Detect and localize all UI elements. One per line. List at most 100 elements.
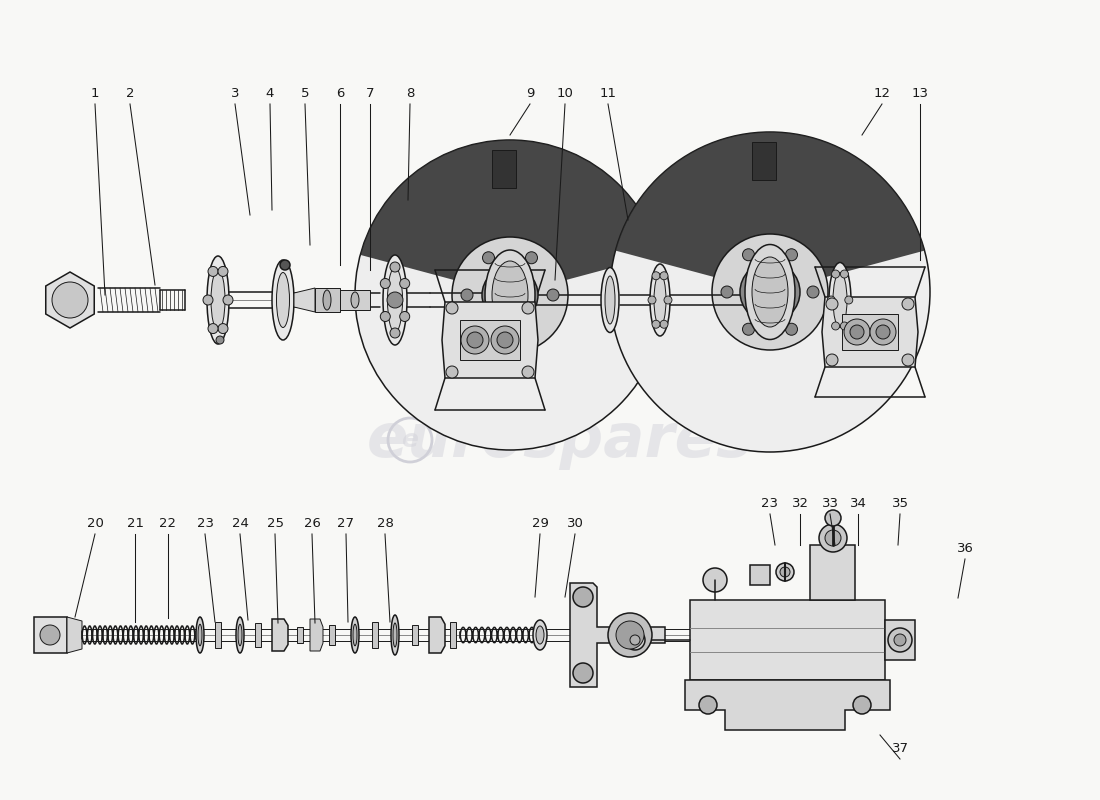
Text: 2: 2 <box>125 87 134 100</box>
Polygon shape <box>315 288 340 312</box>
Polygon shape <box>429 617 446 653</box>
Circle shape <box>461 289 473 301</box>
Circle shape <box>461 326 490 354</box>
Circle shape <box>355 140 666 450</box>
Text: 30: 30 <box>566 517 583 530</box>
Circle shape <box>390 262 400 272</box>
Ellipse shape <box>536 626 544 644</box>
Circle shape <box>522 302 534 314</box>
Polygon shape <box>340 290 370 310</box>
Circle shape <box>720 286 733 298</box>
Circle shape <box>652 272 660 280</box>
Circle shape <box>876 325 890 339</box>
Text: 25: 25 <box>266 517 284 530</box>
Ellipse shape <box>207 256 229 344</box>
Ellipse shape <box>351 292 359 308</box>
Polygon shape <box>34 617 67 653</box>
Text: 3: 3 <box>231 87 240 100</box>
Bar <box>492 150 516 188</box>
Circle shape <box>845 296 853 304</box>
Ellipse shape <box>745 245 795 339</box>
Circle shape <box>712 234 828 350</box>
Polygon shape <box>272 619 288 651</box>
Circle shape <box>216 336 224 344</box>
Circle shape <box>526 326 538 338</box>
Bar <box>752 142 776 180</box>
Circle shape <box>482 267 538 323</box>
Text: 21: 21 <box>126 517 143 530</box>
Text: 10: 10 <box>557 87 573 100</box>
Circle shape <box>399 311 409 322</box>
Circle shape <box>390 328 400 338</box>
Polygon shape <box>67 617 82 653</box>
Polygon shape <box>310 619 323 651</box>
Ellipse shape <box>211 270 226 330</box>
Ellipse shape <box>238 624 242 646</box>
Circle shape <box>218 323 228 334</box>
Circle shape <box>902 354 914 366</box>
Circle shape <box>625 630 645 650</box>
Circle shape <box>825 530 842 546</box>
Wedge shape <box>361 140 660 280</box>
Text: 23: 23 <box>197 517 213 530</box>
Circle shape <box>204 295 213 305</box>
Ellipse shape <box>534 620 547 650</box>
Circle shape <box>630 635 640 645</box>
Text: 32: 32 <box>792 497 808 510</box>
Circle shape <box>660 272 668 280</box>
Circle shape <box>468 332 483 348</box>
Circle shape <box>703 568 727 592</box>
Circle shape <box>497 332 513 348</box>
Circle shape <box>573 663 593 683</box>
Ellipse shape <box>387 267 403 333</box>
Circle shape <box>780 567 790 577</box>
Circle shape <box>648 296 656 304</box>
Ellipse shape <box>272 260 294 340</box>
Polygon shape <box>842 314 898 350</box>
Text: 24: 24 <box>232 517 249 530</box>
Circle shape <box>840 270 848 278</box>
Circle shape <box>223 295 233 305</box>
Ellipse shape <box>601 267 619 333</box>
Ellipse shape <box>383 255 407 345</box>
Circle shape <box>608 613 652 657</box>
Circle shape <box>652 320 660 328</box>
Circle shape <box>208 266 218 277</box>
Polygon shape <box>886 620 915 660</box>
Circle shape <box>446 302 458 314</box>
Text: 34: 34 <box>849 497 867 510</box>
Text: 37: 37 <box>891 742 909 755</box>
Circle shape <box>825 510 842 526</box>
Circle shape <box>902 298 914 310</box>
Circle shape <box>870 319 896 345</box>
Circle shape <box>742 323 755 335</box>
Polygon shape <box>372 622 378 648</box>
Polygon shape <box>46 272 95 328</box>
Polygon shape <box>255 623 261 647</box>
Circle shape <box>610 132 930 452</box>
Circle shape <box>785 249 798 261</box>
Text: eurospares: eurospares <box>366 410 754 470</box>
Text: 36: 36 <box>957 542 974 555</box>
Ellipse shape <box>492 261 528 329</box>
Circle shape <box>452 237 568 353</box>
Text: 27: 27 <box>338 517 354 530</box>
Circle shape <box>573 587 593 607</box>
Circle shape <box>490 275 530 315</box>
Ellipse shape <box>485 250 535 340</box>
Circle shape <box>381 311 390 322</box>
Ellipse shape <box>829 262 851 338</box>
Circle shape <box>776 563 794 581</box>
Circle shape <box>844 319 870 345</box>
Text: 26: 26 <box>304 517 320 530</box>
Circle shape <box>446 366 458 378</box>
Ellipse shape <box>650 264 670 336</box>
Circle shape <box>894 634 906 646</box>
Text: 35: 35 <box>891 497 909 510</box>
Text: 9: 9 <box>526 87 535 100</box>
Ellipse shape <box>276 273 289 327</box>
Circle shape <box>826 354 838 366</box>
Text: 33: 33 <box>822 497 838 510</box>
Circle shape <box>491 326 519 354</box>
Bar <box>810 545 855 600</box>
